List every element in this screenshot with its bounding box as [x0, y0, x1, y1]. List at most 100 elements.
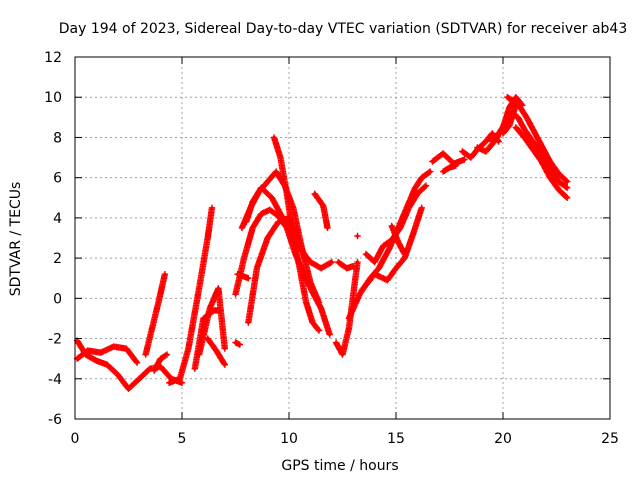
x-tick-label: 10 — [280, 431, 298, 447]
data-point — [557, 180, 561, 184]
data-point — [236, 272, 240, 276]
data-point — [565, 180, 569, 184]
plot-frame — [74, 56, 611, 420]
series-trace-2 — [73, 343, 141, 366]
data-point — [75, 357, 79, 361]
data-point — [402, 252, 407, 256]
data-point — [313, 192, 317, 196]
data-point — [484, 139, 488, 144]
y-axis-label: SDTVAR / TECUs — [8, 182, 24, 297]
data-point — [197, 286, 201, 290]
grid-lines — [75, 57, 610, 419]
x-tick-label: 20 — [494, 431, 512, 447]
data-point — [285, 192, 289, 196]
data-point — [304, 300, 308, 304]
data-point — [298, 240, 302, 244]
data-point — [319, 266, 323, 270]
data-point — [394, 266, 398, 270]
data-point — [210, 206, 214, 210]
data-point — [539, 143, 544, 148]
x-tick-label: 15 — [387, 431, 405, 447]
data-point — [137, 377, 141, 381]
data-point — [272, 135, 276, 140]
data-point — [497, 131, 501, 136]
data-point — [355, 260, 360, 264]
data-point — [325, 226, 330, 230]
data-point — [144, 353, 148, 357]
data-point — [259, 186, 263, 190]
data-point — [105, 363, 109, 367]
data-point — [390, 238, 394, 242]
data-series — [73, 94, 571, 392]
data-point — [308, 280, 312, 284]
data-point — [503, 121, 507, 125]
data-point — [548, 159, 552, 164]
series-trace-16 — [311, 190, 331, 232]
data-point — [317, 328, 321, 333]
data-point — [516, 115, 520, 119]
data-point — [514, 103, 518, 107]
data-point — [212, 308, 216, 312]
plus-markers — [142, 271, 169, 358]
data-point — [242, 256, 246, 260]
data-point — [152, 369, 156, 373]
plus-markers — [232, 339, 243, 348]
y-tick-label: 8 — [53, 130, 62, 146]
x-tick-label: 5 — [178, 431, 187, 447]
data-point — [430, 159, 434, 164]
data-point — [557, 172, 561, 176]
data-point — [351, 264, 355, 268]
data-point — [462, 157, 467, 162]
series-trace-5 — [166, 204, 216, 386]
data-point — [507, 123, 512, 127]
data-point — [148, 367, 152, 371]
data-point — [447, 166, 452, 170]
data-point — [413, 186, 417, 190]
series-trace-22 — [354, 232, 361, 240]
data-point — [454, 164, 458, 168]
series-trace-30 — [512, 124, 571, 201]
y-tick-label: 2 — [53, 251, 62, 267]
data-point — [238, 342, 242, 347]
data-point — [206, 336, 210, 341]
data-point — [460, 149, 464, 154]
data-point — [244, 220, 248, 224]
y-tick-label: -6 — [48, 412, 62, 428]
data-point — [268, 208, 272, 212]
data-point — [310, 320, 315, 325]
data-point — [116, 373, 120, 377]
data-point — [276, 220, 280, 224]
data-point — [178, 377, 182, 381]
data-point — [233, 340, 238, 345]
data-point — [347, 326, 351, 331]
series-trace-23 — [388, 222, 408, 258]
data-point — [99, 351, 103, 355]
data-point — [420, 206, 424, 210]
data-point — [266, 180, 270, 184]
data-point — [340, 353, 345, 357]
data-point — [347, 316, 351, 321]
data-point — [124, 347, 128, 351]
data-point — [278, 155, 283, 160]
data-point — [484, 149, 488, 154]
series-trace-17 — [332, 258, 361, 358]
data-point — [531, 127, 535, 131]
data-point — [385, 278, 390, 282]
y-tick-label: -2 — [48, 332, 62, 348]
data-point — [518, 105, 522, 109]
y-tick-label: -4 — [48, 372, 62, 388]
y-tick-label: 10 — [44, 90, 62, 106]
data-point — [514, 95, 518, 99]
data-point — [336, 260, 340, 264]
data-point — [233, 292, 238, 296]
series-trace-25 — [439, 162, 460, 175]
data-point — [193, 367, 197, 371]
data-point — [505, 95, 509, 99]
data-point — [360, 288, 364, 292]
data-point — [420, 176, 424, 180]
data-point — [291, 206, 295, 210]
series-trace-31 — [499, 102, 519, 137]
data-point — [507, 105, 512, 109]
data-point — [424, 184, 428, 188]
axis-tick-labels: 0 5 10 15 20 25 -6 -4 -2 0 2 4 6 8 10 12 — [44, 50, 619, 447]
